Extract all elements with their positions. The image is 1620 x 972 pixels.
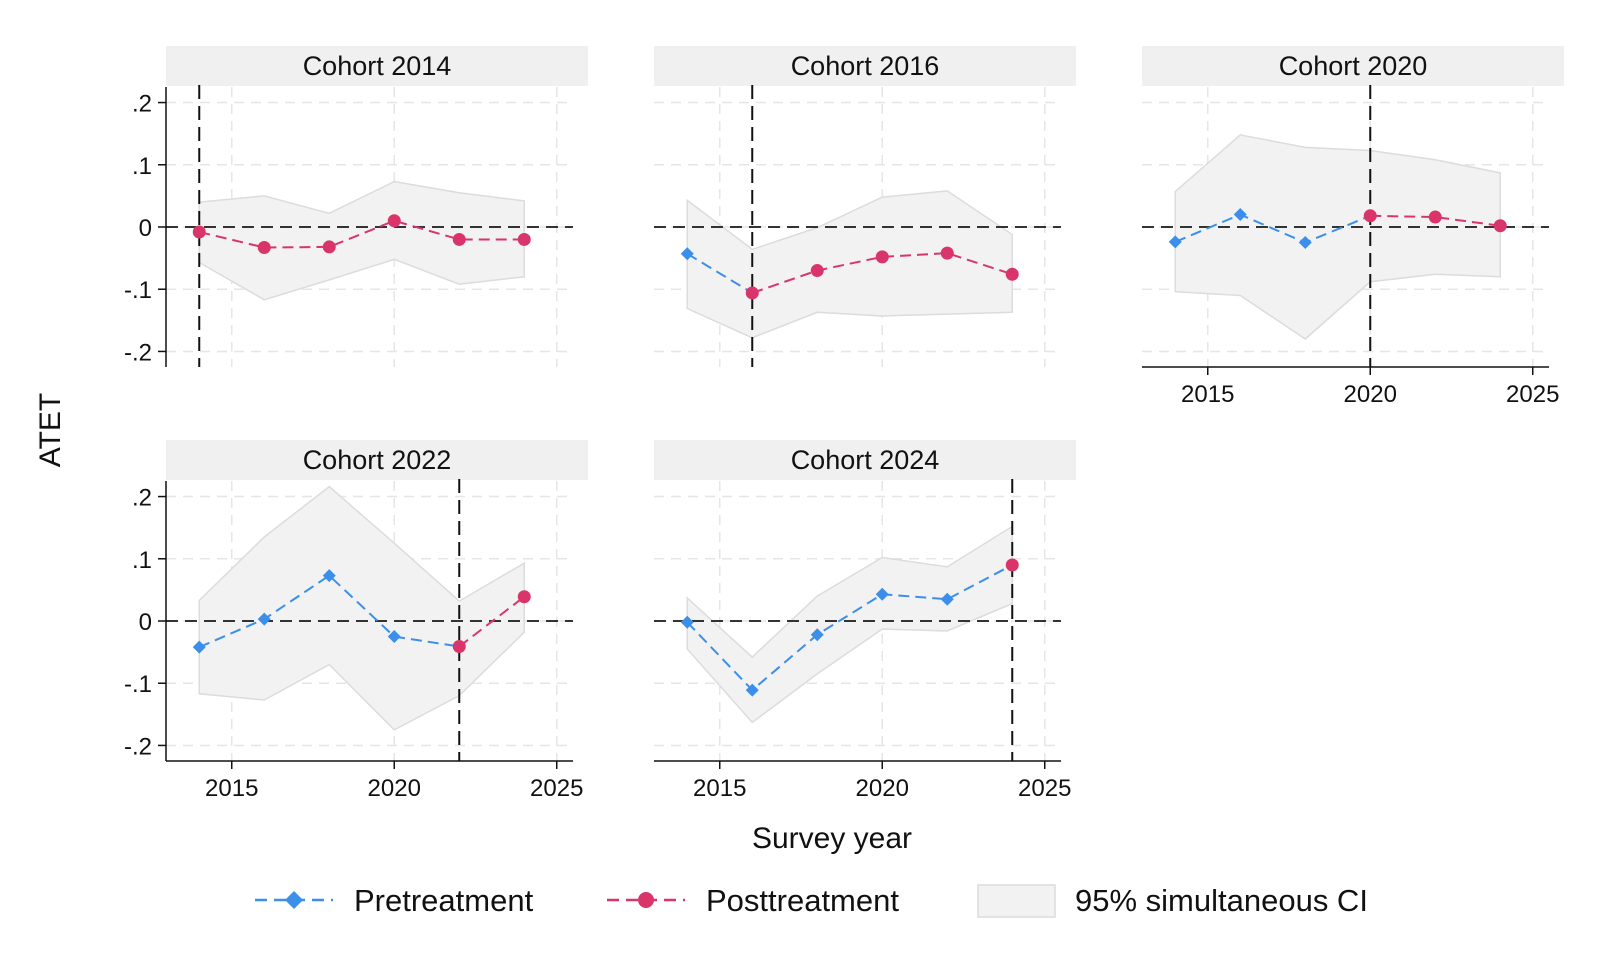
panel-5: Cohort 2024 2015 2020 2025 [654,440,1076,802]
posttreatment-point [1005,267,1019,281]
pretreatment-point [875,587,889,601]
y-tick-label: .1 [132,547,152,574]
y-tick-label: 0 [139,215,152,242]
posttreatment-point [387,214,401,228]
panel-strip: Cohort 2024 [654,440,1076,480]
pretreatment-point [1233,208,1247,222]
panel-title: Cohort 2022 [303,445,452,475]
legend: Pretreatment Posttreatment 95% simultane… [255,883,1368,918]
y-tick-label: -.2 [124,339,152,366]
legend-item-ci: 95% simultaneous CI [977,883,1368,918]
posttreatment-line [751,252,1013,294]
x-tick-label: 2015 [693,775,746,802]
x-tick-label: 2020 [856,775,909,802]
pretreatment-point [1298,236,1312,250]
panel-strip-background [654,46,1076,86]
panel-title: Cohort 2014 [303,51,452,81]
x-tick-label: 2025 [1018,775,1071,802]
legend-ci-swatch [977,884,1056,918]
legend-item-posttreatment: Posttreatment [607,883,899,918]
panel-strip-background [1142,46,1564,86]
pretreatment-point [387,630,401,644]
pretreatment-line [198,574,460,649]
posttreatment-line [458,595,525,648]
panel-strip-background [166,440,588,480]
posttreatment-point [257,241,271,255]
ci-band [198,180,525,301]
ci-band [1174,134,1501,340]
posttreatment-point [517,232,531,246]
legend-posttreatment-circle-icon [638,892,654,908]
posttreatment-line [1370,214,1501,227]
panel-strip-background [654,440,1076,480]
legend-pretreatment-diamond-icon [285,891,303,909]
x-tick-label: 2025 [530,775,583,802]
posttreatment-point [1363,209,1377,223]
pretreatment-line [1174,213,1371,244]
panel-3: Cohort 2020 2015 2020 2025 [1142,46,1564,408]
posttreatment-point [452,232,466,246]
pretreatment-point [680,615,694,629]
posttreatment-point [322,240,336,254]
y-tick-label: -.1 [124,671,152,698]
legend-pretreatment-label: Pretreatment [354,883,534,918]
ci-band [686,190,1013,339]
panel-strip: Cohort 2016 [654,46,1076,86]
posttreatment-point [810,264,824,278]
legend-item-pretreatment: Pretreatment [255,883,534,918]
panels-group: Cohort 2014 -.2 -.1 0 .1 .2 Cohort 2016 Cohort … [124,46,1564,802]
posttreatment-point [1493,219,1507,233]
pretreatment-point [940,592,954,606]
posttreatment-point [517,590,531,604]
posttreatment-line [199,219,525,249]
y-tick-label: -.2 [124,733,152,760]
x-tick-label: 2015 [205,775,258,802]
x-tick-label: 2020 [1344,381,1397,408]
y-tick-label: .1 [132,153,152,180]
posttreatment-point [452,640,466,654]
pretreatment-point [192,640,206,654]
x-axis-label: Survey year [752,822,912,855]
y-axis-label: ATET [34,393,67,467]
panel-2: Cohort 2016 [654,46,1076,367]
panel-1: Cohort 2014 -.2 -.1 0 .1 .2 [124,46,588,367]
pretreatment-point [257,612,271,626]
pretreatment-line [686,252,753,294]
y-tick-label: .2 [132,91,152,118]
posttreatment-point [940,246,954,260]
panel-strip: Cohort 2022 [166,440,588,480]
panel-strip: Cohort 2014 [166,46,588,86]
pretreatment-line [686,564,1013,692]
posttreatment-point [1428,210,1442,224]
x-tick-label: 2015 [1181,381,1234,408]
panel-title: Cohort 2020 [1279,51,1428,81]
posttreatment-point [875,250,889,264]
ci-band [198,485,525,731]
y-tick-label: 0 [139,609,152,636]
pretreatment-point [322,569,336,583]
y-tick-label: .2 [132,485,152,512]
panel-strip: Cohort 2020 [1142,46,1564,86]
ci-band [686,525,1013,724]
panel-title: Cohort 2024 [791,445,940,475]
posttreatment-point [1005,558,1019,572]
pretreatment-point [745,683,759,697]
pretreatment-point [810,628,824,642]
legend-posttreatment-label: Posttreatment [706,883,899,918]
legend-ci-label: 95% simultaneous CI [1075,883,1368,918]
y-tick-label: -.1 [124,277,152,304]
pretreatment-point [1168,235,1182,249]
posttreatment-point [192,225,206,239]
panel-strip-background [166,46,588,86]
x-tick-label: 2025 [1506,381,1559,408]
x-tick-label: 2020 [368,775,421,802]
panel-4: Cohort 2022 -.2 -.1 0 .1 .2 2015 2020 2025 [124,440,588,802]
pretreatment-point [680,247,694,261]
panel-title: Cohort 2016 [791,51,940,81]
posttreatment-point [745,286,759,300]
